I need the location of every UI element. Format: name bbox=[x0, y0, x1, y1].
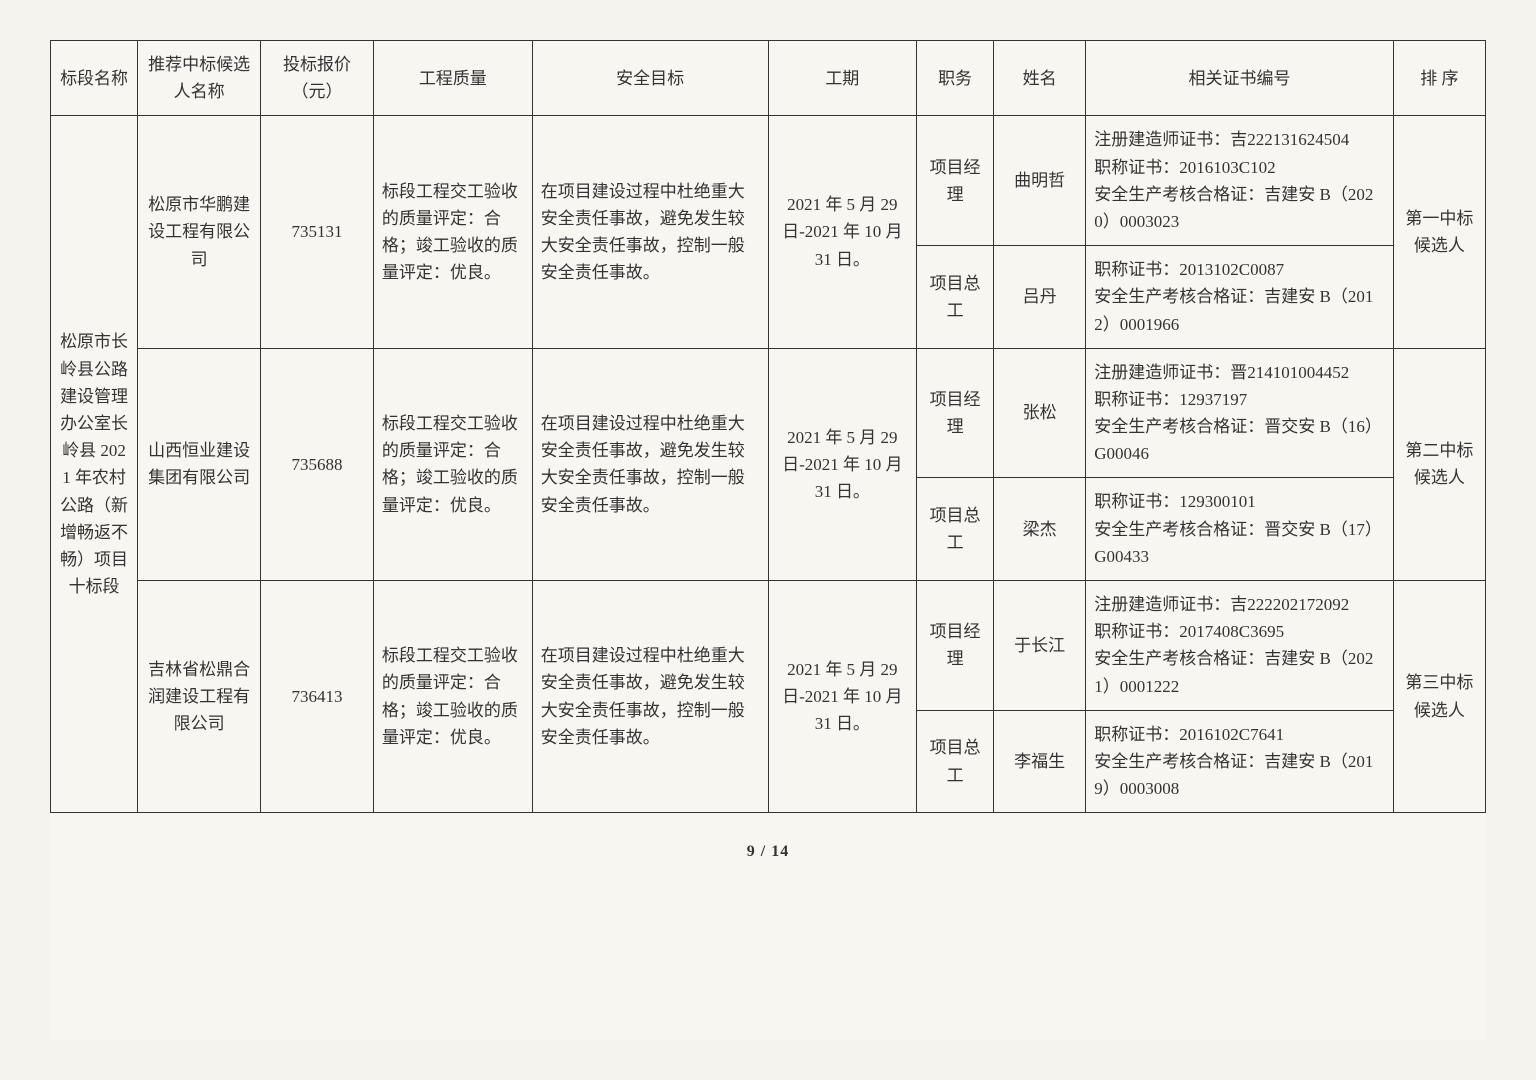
name-cell: 于长江 bbox=[994, 581, 1086, 711]
period-cell: 2021 年 5 月 29 日-2021 年 10 月 31 日。 bbox=[768, 348, 917, 580]
role-cell: 项目总工 bbox=[917, 246, 994, 349]
bid-cell: 735131 bbox=[261, 116, 374, 348]
name-cell: 张松 bbox=[994, 348, 1086, 478]
th-cert: 相关证书编号 bbox=[1086, 41, 1394, 116]
role-cell: 项目经理 bbox=[917, 116, 994, 246]
quality-cell: 标段工程交工验收的质量评定：合格；竣工验收的质量评定：优良。 bbox=[373, 348, 532, 580]
th-section: 标段名称 bbox=[51, 41, 138, 116]
th-period: 工期 bbox=[768, 41, 917, 116]
safety-cell: 在项目建设过程中杜绝重大安全责任事故，避免发生较大安全责任事故，控制一般安全责任… bbox=[532, 116, 768, 348]
quality-cell: 标段工程交工验收的质量评定：合格；竣工验收的质量评定：优良。 bbox=[373, 581, 532, 813]
page-number: 9 / 14 bbox=[50, 843, 1486, 861]
header-row: 标段名称 推荐中标候选人名称 投标报价（元） 工程质量 安全目标 工期 职务 姓… bbox=[51, 41, 1486, 116]
th-bid: 投标报价（元） bbox=[261, 41, 374, 116]
role-cell: 项目总工 bbox=[917, 478, 994, 581]
rank-cell: 第一中标候选人 bbox=[1393, 116, 1485, 348]
name-cell: 曲明哲 bbox=[994, 116, 1086, 246]
name-cell: 吕丹 bbox=[994, 246, 1086, 349]
cert-cell: 注册建造师证书：晋214101004452职称证书：12937197安全生产考核… bbox=[1086, 348, 1394, 478]
rank-cell: 第三中标候选人 bbox=[1393, 581, 1485, 813]
th-candidate: 推荐中标候选人名称 bbox=[138, 41, 261, 116]
th-name: 姓名 bbox=[994, 41, 1086, 116]
safety-cell: 在项目建设过程中杜绝重大安全责任事故，避免发生较大安全责任事故，控制一般安全责任… bbox=[532, 348, 768, 580]
table-row: 松原市长岭县公路建设管理办公室长岭县 2021 年农村公路（新增畅返不畅）项目十… bbox=[51, 116, 1486, 246]
table-row: 吉林省松鼎合润建设工程有限公司 736413 标段工程交工验收的质量评定：合格；… bbox=[51, 581, 1486, 711]
th-safety: 安全目标 bbox=[532, 41, 768, 116]
th-quality: 工程质量 bbox=[373, 41, 532, 116]
safety-cell: 在项目建设过程中杜绝重大安全责任事故，避免发生较大安全责任事故，控制一般安全责任… bbox=[532, 581, 768, 813]
role-cell: 项目经理 bbox=[917, 581, 994, 711]
candidate-cell: 松原市华鹏建设工程有限公司 bbox=[138, 116, 261, 348]
role-cell: 项目经理 bbox=[917, 348, 994, 478]
name-cell: 李福生 bbox=[994, 710, 1086, 813]
quality-cell: 标段工程交工验收的质量评定：合格；竣工验收的质量评定：优良。 bbox=[373, 116, 532, 348]
th-rank: 排 序 bbox=[1393, 41, 1485, 116]
period-cell: 2021 年 5 月 29 日-2021 年 10 月 31 日。 bbox=[768, 581, 917, 813]
name-cell: 梁杰 bbox=[994, 478, 1086, 581]
table-row: 山西恒业建设集团有限公司 735688 标段工程交工验收的质量评定：合格；竣工验… bbox=[51, 348, 1486, 478]
cert-cell: 职称证书：129300101安全生产考核合格证：晋交安 B（17）G00433 bbox=[1086, 478, 1394, 581]
role-cell: 项目总工 bbox=[917, 710, 994, 813]
bid-cell: 736413 bbox=[261, 581, 374, 813]
cert-cell: 注册建造师证书：吉222131624504职称证书：2016103C102安全生… bbox=[1086, 116, 1394, 246]
cert-cell: 注册建造师证书：吉222202172092职称证书：2017408C3695安全… bbox=[1086, 581, 1394, 711]
document-page: 标段名称 推荐中标候选人名称 投标报价（元） 工程质量 安全目标 工期 职务 姓… bbox=[50, 40, 1486, 1040]
cert-cell: 职称证书：2016102C7641安全生产考核合格证：吉建安 B（2019）00… bbox=[1086, 710, 1394, 813]
rank-cell: 第二中标候选人 bbox=[1393, 348, 1485, 580]
bid-table: 标段名称 推荐中标候选人名称 投标报价（元） 工程质量 安全目标 工期 职务 姓… bbox=[50, 40, 1486, 813]
th-role: 职务 bbox=[917, 41, 994, 116]
candidate-cell: 山西恒业建设集团有限公司 bbox=[138, 348, 261, 580]
period-cell: 2021 年 5 月 29 日-2021 年 10 月 31 日。 bbox=[768, 116, 917, 348]
candidate-cell: 吉林省松鼎合润建设工程有限公司 bbox=[138, 581, 261, 813]
section-cell: 松原市长岭县公路建设管理办公室长岭县 2021 年农村公路（新增畅返不畅）项目十… bbox=[51, 116, 138, 813]
cert-cell: 职称证书：2013102C0087安全生产考核合格证：吉建安 B（2012）00… bbox=[1086, 246, 1394, 349]
bid-cell: 735688 bbox=[261, 348, 374, 580]
